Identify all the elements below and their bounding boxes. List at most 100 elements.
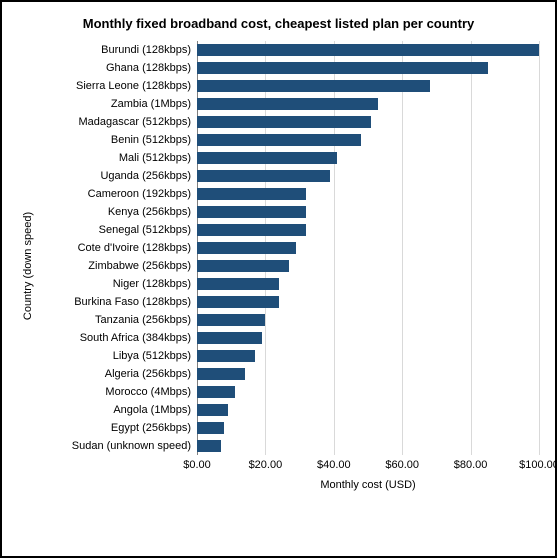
bar-row: Angola (1Mbps)	[46, 401, 539, 419]
bar	[197, 278, 279, 290]
category-label: Egypt (256kbps)	[46, 422, 197, 434]
category-label: Morocco (4Mbps)	[46, 386, 197, 398]
bar-track	[197, 221, 539, 239]
bar-row: Zimbabwe (256kbps)	[46, 257, 539, 275]
category-label: Burkina Faso (128kbps)	[46, 296, 197, 308]
bar	[197, 260, 289, 272]
bar-row: Tanzania (256kbps)	[46, 311, 539, 329]
x-tick-label: $20.00	[249, 459, 283, 471]
category-label: Mali (512kbps)	[46, 152, 197, 164]
bar-track	[197, 59, 539, 77]
bar	[197, 44, 539, 56]
category-label: Madagascar (512kbps)	[46, 116, 197, 128]
bar-track	[197, 419, 539, 437]
bar-row: Uganda (256kbps)	[46, 167, 539, 185]
bar	[197, 152, 337, 164]
bar	[197, 188, 306, 200]
bar-track	[197, 401, 539, 419]
bar-row: Senegal (512kbps)	[46, 221, 539, 239]
bar	[197, 134, 361, 146]
bar	[197, 350, 255, 362]
bar-track	[197, 41, 539, 59]
bar-track	[197, 95, 539, 113]
bar-track	[197, 239, 539, 257]
bar-track	[197, 167, 539, 185]
plot-region: Burundi (128kbps) Ghana (128kbps) Sierra L…	[46, 41, 539, 455]
chart-title: Monthly fixed broadband cost, cheapest l…	[18, 16, 539, 31]
bar-row: Morocco (4Mbps)	[46, 383, 539, 401]
gridline	[539, 41, 540, 455]
y-axis-label: Country (down speed)	[22, 212, 34, 320]
bar-track	[197, 185, 539, 203]
bar-track	[197, 383, 539, 401]
x-axis-spacer	[46, 459, 197, 491]
category-label: Cameroon (192kbps)	[46, 188, 197, 200]
category-label: Libya (512kbps)	[46, 350, 197, 362]
bar	[197, 386, 235, 398]
bar	[197, 404, 228, 416]
x-axis-plot: Monthly cost (USD) $0.00$20.00$40.00$60.…	[197, 459, 539, 491]
category-label: South Africa (384kbps)	[46, 332, 197, 344]
bar-track	[197, 329, 539, 347]
x-axis: Monthly cost (USD) $0.00 $20.00 $40.00 $60.…	[46, 459, 539, 491]
bar-row: Cameroon (192kbps)	[46, 185, 539, 203]
category-label: Ghana (128kbps)	[46, 62, 197, 74]
category-label: Niger (128kbps)	[46, 278, 197, 290]
bar-row: Algeria (256kbps)	[46, 365, 539, 383]
bar-row: Benin (512kbps)	[46, 131, 539, 149]
bar-row: Libya (512kbps)	[46, 347, 539, 365]
bar-row: South Africa (384kbps)	[46, 329, 539, 347]
category-label: Uganda (256kbps)	[46, 170, 197, 182]
x-tick-label: $60.00	[385, 459, 419, 471]
bar	[197, 422, 224, 434]
bar-row: Cote d'Ivoire (128kbps)	[46, 239, 539, 257]
bar-track	[197, 77, 539, 95]
bar-track	[197, 437, 539, 455]
category-label: Senegal (512kbps)	[46, 224, 197, 236]
bar	[197, 116, 371, 128]
bar	[197, 332, 262, 344]
category-label: Benin (512kbps)	[46, 134, 197, 146]
category-label: Cote d'Ivoire (128kbps)	[46, 242, 197, 254]
bar-row: Egypt (256kbps)	[46, 419, 539, 437]
bar	[197, 242, 296, 254]
bar-track	[197, 257, 539, 275]
bar-row: Niger (128kbps)	[46, 275, 539, 293]
x-tick-label: $100.00	[519, 459, 557, 471]
x-tick-label: $80.00	[454, 459, 488, 471]
bar-row: Burundi (128kbps)	[46, 41, 539, 59]
bar-row: Sierra Leone (128kbps)	[46, 77, 539, 95]
category-label: Sierra Leone (128kbps)	[46, 80, 197, 92]
category-label: Zimbabwe (256kbps)	[46, 260, 197, 272]
bar-row: Mali (512kbps)	[46, 149, 539, 167]
x-tick-label: $40.00	[317, 459, 351, 471]
bar-track	[197, 131, 539, 149]
x-tick-label: $0.00	[183, 459, 211, 471]
bar-row: Kenya (256kbps)	[46, 203, 539, 221]
category-label: Angola (1Mbps)	[46, 404, 197, 416]
category-label: Tanzania (256kbps)	[46, 314, 197, 326]
bar	[197, 224, 306, 236]
bar-track	[197, 149, 539, 167]
bar-rows: Burundi (128kbps) Ghana (128kbps) Sierra L…	[46, 41, 539, 455]
bar-track	[197, 113, 539, 131]
bar-track	[197, 293, 539, 311]
bar-track	[197, 311, 539, 329]
category-label: Algeria (256kbps)	[46, 368, 197, 380]
bar	[197, 206, 306, 218]
bar-row: Madagascar (512kbps)	[46, 113, 539, 131]
bar-track	[197, 347, 539, 365]
category-label: Burundi (128kbps)	[46, 44, 197, 56]
bar	[197, 80, 430, 92]
category-label: Zambia (1Mbps)	[46, 98, 197, 110]
x-axis-label: Monthly cost (USD)	[320, 479, 415, 491]
chart-frame: Monthly fixed broadband cost, cheapest l…	[0, 0, 557, 558]
bar	[197, 314, 265, 326]
bar-track	[197, 365, 539, 383]
bar-track	[197, 275, 539, 293]
bar	[197, 98, 378, 110]
bar-track	[197, 203, 539, 221]
bar-row: Zambia (1Mbps)	[46, 95, 539, 113]
bar	[197, 62, 488, 74]
bar-row: Burkina Faso (128kbps)	[46, 293, 539, 311]
